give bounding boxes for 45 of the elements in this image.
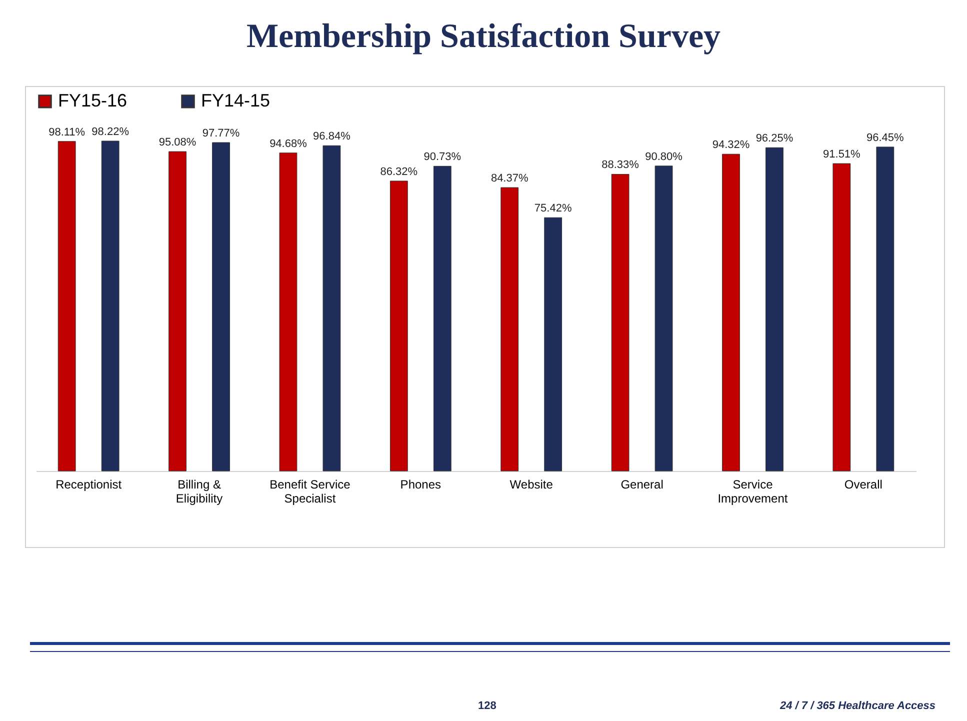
data-label: 86.32% bbox=[380, 166, 418, 178]
x-tick-label: Benefit Service Specialist bbox=[270, 478, 351, 506]
data-label: 94.32% bbox=[712, 139, 750, 152]
bar bbox=[168, 151, 186, 472]
bar bbox=[654, 166, 673, 472]
bar bbox=[544, 217, 562, 472]
data-label: 91.51% bbox=[823, 148, 861, 161]
data-label: 96.45% bbox=[866, 132, 904, 144]
x-tick-label: Website bbox=[510, 478, 554, 492]
data-label: 98.22% bbox=[92, 126, 130, 138]
x-tick-label: Service Improvement bbox=[718, 478, 788, 506]
bar bbox=[433, 166, 452, 472]
data-label: 90.73% bbox=[424, 151, 462, 164]
text: 24 / 7 / 365 Healthcare Access bbox=[780, 700, 936, 712]
bar bbox=[58, 141, 76, 472]
bar bbox=[212, 142, 230, 472]
bar bbox=[322, 145, 341, 472]
text: 128 bbox=[478, 700, 496, 712]
bar bbox=[611, 174, 630, 472]
bar bbox=[722, 154, 740, 472]
legend-label: FY15-16 bbox=[58, 90, 128, 110]
data-label: 98.11% bbox=[48, 126, 86, 138]
chart-title: Membership Satisfaction Survey bbox=[245, 18, 722, 56]
bar bbox=[390, 180, 408, 472]
data-label: 97.77% bbox=[202, 128, 240, 140]
legend-label: FY14-15 bbox=[201, 90, 270, 110]
bar bbox=[101, 140, 120, 472]
x-tick-label: Phones bbox=[400, 478, 442, 492]
x-tick-label: Receptionist bbox=[56, 478, 122, 492]
x-tick-label: Billing & Eligibility bbox=[176, 478, 223, 506]
bar bbox=[766, 147, 784, 472]
data-label: 94.68% bbox=[270, 138, 308, 150]
bar bbox=[279, 152, 298, 472]
data-label: 95.08% bbox=[158, 136, 196, 149]
data-label: 90.80% bbox=[645, 150, 683, 163]
bar bbox=[832, 163, 851, 472]
data-label: 96.25% bbox=[756, 132, 794, 145]
data-label: 88.33% bbox=[602, 159, 640, 172]
bar bbox=[500, 187, 519, 472]
data-label: 96.84% bbox=[313, 130, 351, 143]
bar bbox=[876, 146, 894, 472]
data-label: 84.37% bbox=[490, 172, 528, 185]
data-label: 75.42% bbox=[534, 202, 572, 215]
x-tick-label: Overall bbox=[844, 478, 882, 492]
x-tick-label: General bbox=[620, 478, 664, 492]
